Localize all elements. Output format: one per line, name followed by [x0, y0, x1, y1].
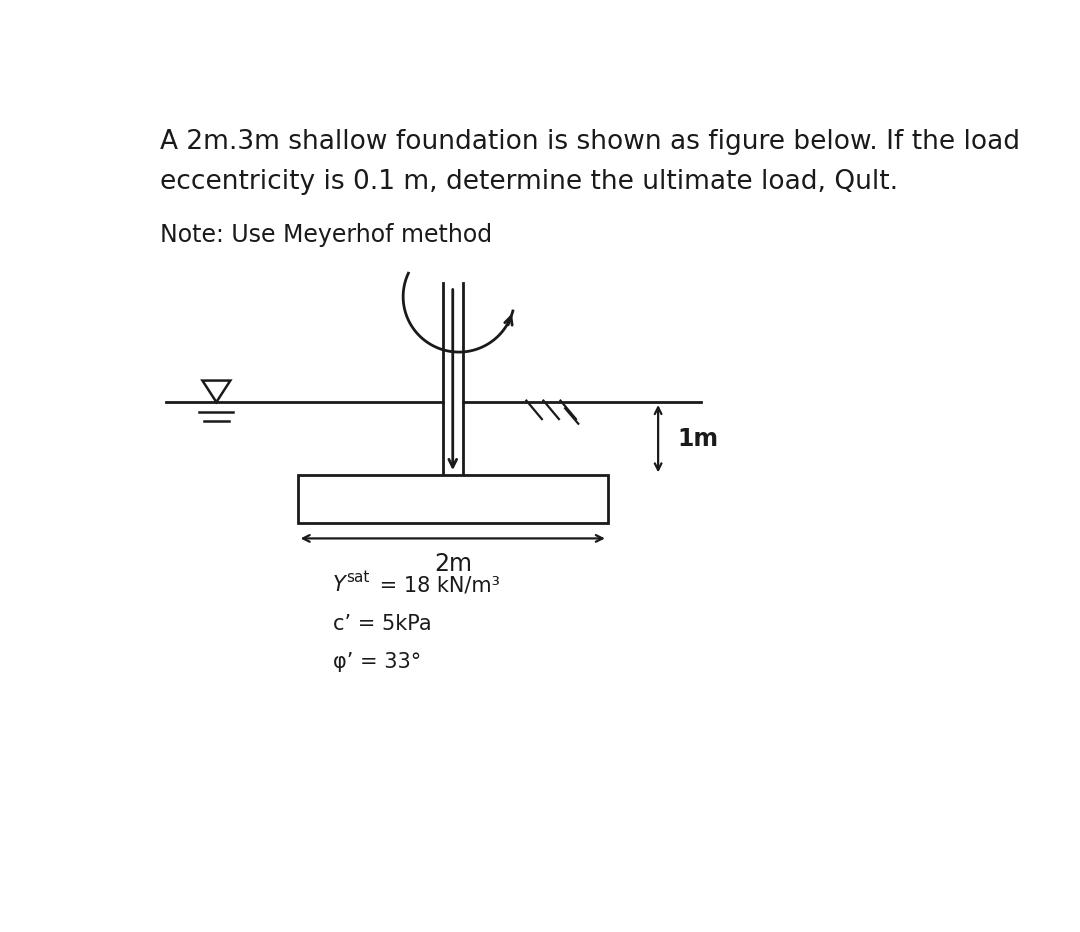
Text: sat: sat: [346, 570, 369, 585]
Text: eccentricity is 0.1 m, determine the ultimate load, Qult.: eccentricity is 0.1 m, determine the ult…: [160, 169, 897, 195]
Text: 2m: 2m: [434, 553, 472, 576]
Text: φ’ = 33°: φ’ = 33°: [333, 652, 421, 672]
Bar: [298, 475, 608, 523]
Text: Note: Use Meyerhof method: Note: Use Meyerhof method: [160, 223, 491, 247]
Text: c’ = 5kPa: c’ = 5kPa: [333, 614, 431, 634]
Text: = 18 kN/m³: = 18 kN/m³: [373, 575, 500, 596]
Text: Y: Y: [333, 575, 346, 596]
Text: 1m: 1m: [677, 427, 718, 451]
Text: A 2m.3m shallow foundation is shown as figure below. If the load: A 2m.3m shallow foundation is shown as f…: [160, 129, 1020, 155]
